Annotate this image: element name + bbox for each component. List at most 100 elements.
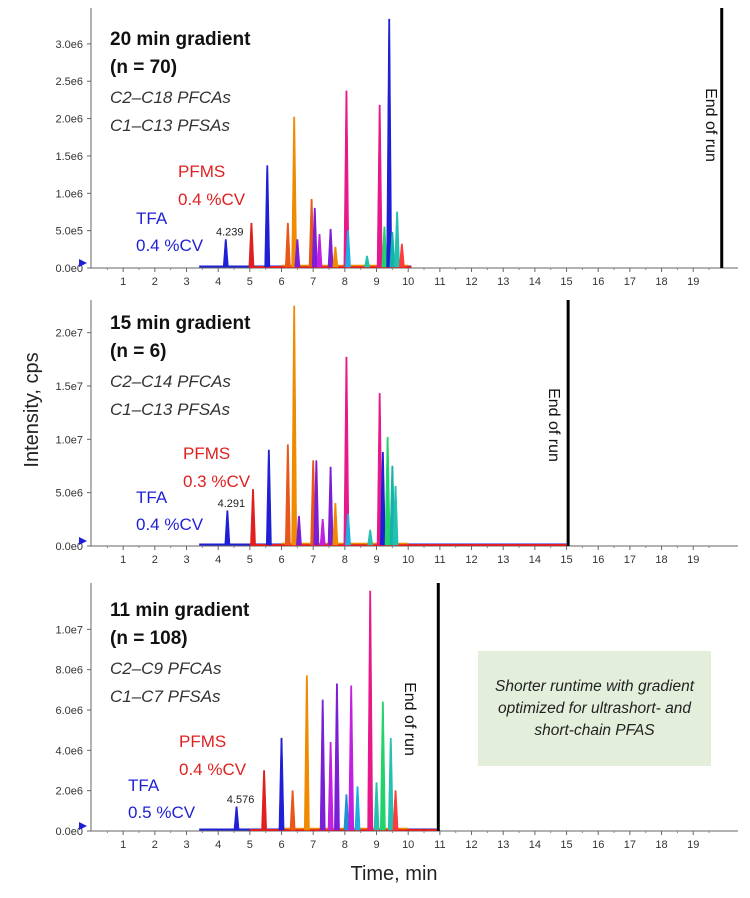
note-text: Shorter runtime with gradient optimized … xyxy=(494,677,694,739)
peak-trace xyxy=(376,104,383,268)
end-of-run-label: End of run xyxy=(702,88,719,162)
peak-trace xyxy=(313,460,320,546)
peak-trace xyxy=(392,485,399,546)
x-tick-label: 3 xyxy=(183,554,189,566)
peak-trace xyxy=(222,239,229,268)
y-tick-label: 5.0e5 xyxy=(55,226,83,238)
y-tick-label: 1.0e7 xyxy=(55,624,83,636)
x-tick-label: 18 xyxy=(655,554,667,566)
baseline-arrow-icon xyxy=(79,537,87,545)
peak-trace xyxy=(265,449,272,546)
y-tick-label: 8.0e6 xyxy=(55,665,83,677)
tfa-retention-time: 4.291 xyxy=(218,498,246,510)
y-tick-label: 2.0e6 xyxy=(55,786,83,798)
peak-trace xyxy=(319,519,326,546)
x-tick-label: 1 xyxy=(120,554,126,566)
x-tick-label: 3 xyxy=(183,839,189,851)
peak-trace xyxy=(284,222,291,268)
x-tick-label: 2 xyxy=(152,839,158,851)
x-tick-label: 13 xyxy=(497,276,509,288)
x-tick-label: 5 xyxy=(247,276,253,288)
x-tick-label: 15 xyxy=(560,276,572,288)
x-axis-label: Time, min xyxy=(350,863,437,885)
analyte-class-pfca: C2–C9 PFCAs xyxy=(110,659,222,678)
x-tick-label: 6 xyxy=(278,554,284,566)
y-tick-label: 0.0e0 xyxy=(55,263,83,275)
sample-count: (n = 108) xyxy=(110,628,188,649)
peak-trace xyxy=(289,790,296,831)
y-tick-label: 5.0e6 xyxy=(55,488,83,500)
peak-trace xyxy=(345,230,351,268)
x-tick-label: 9 xyxy=(373,839,379,851)
tfa-retention-time: 4.576 xyxy=(227,794,255,806)
pfms-cv: 0.3 %CV xyxy=(183,472,251,491)
x-tick-label: 6 xyxy=(278,276,284,288)
panel-title: 20 min gradient xyxy=(110,29,251,50)
y-tick-label: 1.5e7 xyxy=(55,381,83,393)
tfa-cv: 0.4 %CV xyxy=(136,515,204,534)
peak-trace xyxy=(224,510,231,546)
peak-trace xyxy=(303,675,310,831)
panel-title: 15 min gradient xyxy=(110,313,251,334)
tfa-label: TFA xyxy=(136,209,168,228)
x-tick-label: 4 xyxy=(215,276,221,288)
y-tick-label: 2.0e6 xyxy=(55,114,83,126)
x-tick-label: 4 xyxy=(215,554,221,566)
tfa-cv: 0.5 %CV xyxy=(128,803,196,822)
x-tick-label: 7 xyxy=(310,276,316,288)
peak-trace xyxy=(348,685,355,831)
peak-trace xyxy=(354,786,361,831)
x-tick-label: 12 xyxy=(465,276,477,288)
tfa-cv: 0.4 %CV xyxy=(136,236,204,255)
y-axis-label: Intensity, cps xyxy=(21,352,43,467)
sample-count: (n = 70) xyxy=(110,57,177,78)
y-tick-label: 0.0e0 xyxy=(55,826,83,838)
peak-trace xyxy=(364,255,370,268)
peak-trace xyxy=(384,436,391,546)
peak-trace xyxy=(332,246,339,268)
x-tick-label: 14 xyxy=(529,839,541,851)
x-tick-label: 10 xyxy=(402,554,414,566)
x-tick-label: 17 xyxy=(624,554,636,566)
x-tick-label: 15 xyxy=(560,554,572,566)
tfa-label: TFA xyxy=(136,488,168,507)
y-tick-label: 2.5e6 xyxy=(55,76,83,88)
peak-trace xyxy=(345,513,351,546)
peak-trace xyxy=(311,207,318,268)
y-tick-label: 1.5e6 xyxy=(55,151,83,163)
y-tick-label: 4.0e6 xyxy=(55,745,83,757)
x-tick-label: 16 xyxy=(592,554,604,566)
peak-trace xyxy=(327,466,334,546)
peak-trace xyxy=(291,305,298,546)
x-tick-label: 19 xyxy=(687,554,699,566)
x-tick-label: 12 xyxy=(465,554,477,566)
x-tick-label: 8 xyxy=(342,839,348,851)
y-tick-label: 2.0e7 xyxy=(55,328,83,340)
x-tick-label: 7 xyxy=(310,554,316,566)
peak-trace xyxy=(264,165,271,268)
tfa-label: TFA xyxy=(128,776,160,795)
x-tick-label: 2 xyxy=(152,276,158,288)
peak-trace xyxy=(379,701,386,831)
x-tick-label: 5 xyxy=(247,839,253,851)
x-tick-label: 14 xyxy=(529,554,541,566)
analyte-class-pfsa: C1–C13 PFSAs xyxy=(110,400,230,419)
y-tick-label: 1.0e6 xyxy=(55,188,83,200)
x-tick-label: 1 xyxy=(120,276,126,288)
peak-trace xyxy=(250,489,256,546)
x-tick-label: 18 xyxy=(655,839,667,851)
end-of-run-label: End of run xyxy=(401,682,418,756)
peak-trace xyxy=(327,228,334,268)
peak-trace xyxy=(387,737,394,831)
baseline-arrow-icon xyxy=(79,259,87,267)
x-tick-label: 19 xyxy=(687,839,699,851)
peak-trace xyxy=(398,243,405,268)
peak-trace xyxy=(381,226,388,268)
x-tick-label: 7 xyxy=(310,839,316,851)
x-tick-label: 11 xyxy=(434,554,445,566)
pfms-label: PFMS xyxy=(178,162,225,181)
x-tick-label: 3 xyxy=(183,276,189,288)
x-tick-label: 9 xyxy=(373,554,379,566)
